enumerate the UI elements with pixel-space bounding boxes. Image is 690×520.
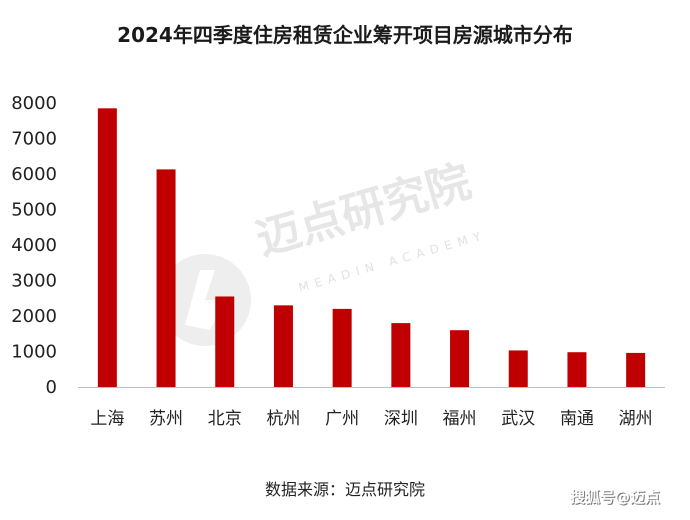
x-axis: 上海 苏州 北京 杭州 广州 深圳 福州 武汉 南通 湖州	[90, 409, 652, 429]
bars	[97, 108, 646, 387]
corner-watermark-shadow: 搜狐号@迈点	[571, 489, 661, 507]
x-tick-label: 杭州	[266, 409, 300, 429]
bar-7	[508, 350, 528, 387]
y-tick-label: 1000	[11, 342, 57, 363]
y-tick-label: 3000	[11, 271, 57, 292]
y-tick-label: 7000	[11, 129, 57, 150]
chart-title: 2024年四季度住房租赁企业筹开项目房源城市分布	[117, 23, 573, 47]
bar-9	[626, 352, 646, 387]
x-tick-label: 福州	[443, 409, 477, 429]
y-tick-label: 4000	[11, 235, 57, 256]
bar-3	[273, 305, 293, 387]
x-tick-label: 广州	[325, 409, 359, 429]
bar-2	[215, 296, 235, 387]
bar-0	[97, 108, 117, 387]
x-tick-label: 苏州	[149, 409, 183, 429]
bar-5	[391, 323, 411, 387]
x-tick-label: 武汉	[501, 409, 535, 429]
bar-1	[156, 169, 176, 387]
corner-watermark-text: 搜狐号@迈点	[570, 488, 660, 506]
x-tick-label: 南通	[560, 409, 594, 429]
x-tick-label: 北京	[208, 409, 242, 429]
bar-8	[567, 352, 587, 387]
y-tick-label: 2000	[11, 306, 57, 327]
y-tick-label: 6000	[11, 164, 57, 185]
y-tick-label: 8000	[11, 93, 57, 114]
corner-watermark: 搜狐号@迈点 搜狐号@迈点	[570, 488, 661, 507]
watermark: 迈点研究院 MEADIN ACADEMY	[159, 156, 488, 346]
x-tick-label: 湖州	[619, 409, 653, 429]
y-tick-label: 0	[46, 377, 57, 398]
y-axis: 0 1000 2000 3000 4000 5000 6000 7000 8000	[11, 93, 57, 398]
bar-6	[450, 330, 470, 387]
watermark-logo-mark	[185, 270, 225, 330]
x-tick-label: 深圳	[384, 409, 418, 429]
x-tick-label: 上海	[90, 409, 124, 429]
y-tick-label: 5000	[11, 200, 57, 221]
bar-4	[332, 308, 352, 387]
source-note: 数据来源：迈点研究院	[265, 480, 425, 499]
